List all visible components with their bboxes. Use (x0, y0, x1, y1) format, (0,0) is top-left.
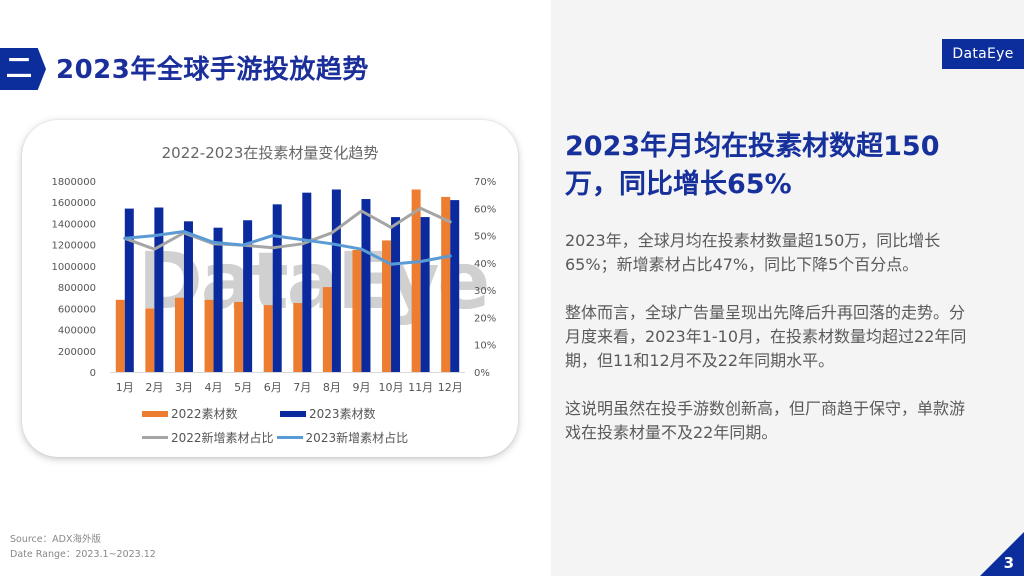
x-tick: 2月 (145, 381, 163, 394)
y-right-tick: 70% (474, 177, 496, 188)
x-tick: 6月 (264, 381, 282, 394)
paragraph-summary: 2023年，全球月均在投素材数量超150万，同比增长65%；新增素材占比47%，… (565, 231, 941, 274)
legend-item-2022-ratio: 2022新增素材占比 (142, 429, 274, 446)
legend-item-2023-count: 2023素材数 (280, 405, 376, 422)
y-right-tick: 30% (474, 286, 496, 297)
legend-swatch-blue-bar (280, 410, 306, 417)
y-left-tick: 1400000 (51, 219, 96, 230)
bar (243, 220, 253, 372)
y-left-tick: 1000000 (51, 262, 96, 273)
dataeye-logo: DataEye (942, 39, 1024, 69)
right-panel (551, 0, 1024, 576)
bar (322, 287, 332, 372)
bar (183, 221, 193, 372)
combo-chart: DataEye 0 200000 400000 600000 800000 1000000 1… (51, 177, 496, 394)
headline-line-2: 万，同比增长65% (565, 169, 792, 200)
section-number: 二 (6, 54, 33, 84)
y-left-tick: 1600000 (51, 198, 96, 209)
x-tick: 10月 (379, 381, 404, 394)
bar (352, 249, 362, 372)
bar (391, 217, 401, 372)
x-tick: 5月 (234, 381, 252, 394)
bar (272, 204, 282, 372)
legend-swatch-gray-line (142, 436, 168, 439)
x-tick: 3月 (175, 381, 193, 394)
bar (420, 217, 430, 372)
x-tick: 12月 (438, 381, 463, 394)
bar (145, 308, 155, 372)
x-tick: 11月 (408, 381, 433, 394)
bar (450, 200, 460, 372)
legend-swatch-orange-bar (142, 410, 168, 417)
line-series (123, 230, 452, 266)
y-right-tick: 50% (474, 232, 496, 243)
y-left-tick: 0 (90, 368, 96, 379)
bar (411, 189, 421, 372)
headline: 2023年月均在投素材数超150 万，同比增长65% (565, 128, 975, 204)
y-left-tick: 1800000 (51, 177, 96, 188)
line-series (123, 206, 452, 251)
bar (154, 207, 164, 372)
paragraph-conclusion: 这说明虽然在投手游数创新高，但厂商趋于保守，单款游戏在投素材量不及22年同期。 (565, 399, 966, 442)
bar (204, 299, 214, 372)
bar (302, 192, 312, 372)
y-right-tick: 20% (474, 313, 496, 324)
x-tick: 1月 (116, 381, 134, 394)
x-tick: 9月 (352, 381, 370, 394)
paragraph-trend: 整体而言，全球广告量呈现出先降后升再回落的走势。分月度来看，2023年1-10月… (565, 303, 967, 370)
bar (293, 303, 303, 372)
x-tick: 7月 (293, 381, 311, 394)
legend-item-2022-count: 2022素材数 (142, 405, 280, 422)
bar (213, 227, 223, 372)
watermark: DataEye (138, 237, 488, 327)
page-number: 3 (1003, 554, 1014, 572)
x-tick: 4月 (205, 381, 223, 394)
y-right-tick: 60% (474, 204, 496, 215)
chart-card: 2022-2023在投素材量变化趋势 DataEye 0 200000 400000 6… (22, 120, 518, 457)
body-text: 2023年，全球月均在投素材数量超150万，同比增长65%；新增素材占比47%，… (565, 229, 980, 469)
y-left-tick: 800000 (58, 283, 96, 294)
date-range-text: Date Range：2023.1~2023.12 (10, 549, 156, 560)
bar (115, 299, 125, 372)
source-text: Source：ADX海外版 (10, 534, 101, 545)
y-left-tick: 200000 (58, 347, 96, 358)
y-left-tick: 400000 (58, 326, 96, 337)
x-tick: 8月 (323, 381, 341, 394)
chart-title: 2022-2023在投素材量变化趋势 (161, 144, 379, 162)
bar (361, 199, 371, 372)
y-right-tick: 0% (474, 368, 490, 379)
legend-item-2023-ratio: 2023新增素材占比 (276, 429, 408, 446)
y-left-tick: 600000 (58, 304, 96, 315)
bar (441, 196, 451, 372)
bar (124, 208, 134, 372)
source-note: Source：ADX海外版 Date Range：2023.1~2023.12 (10, 532, 156, 562)
bar (263, 305, 273, 372)
y-right-tick: 40% (474, 259, 496, 270)
headline-line-1: 2023年月均在投素材数超150 (565, 131, 940, 162)
section-title: 2023年全球手游投放趋势 (56, 55, 369, 85)
legend-swatch-lightblue-line (276, 436, 303, 439)
bar (382, 240, 392, 372)
section-number-badge: 二 (0, 48, 46, 90)
bar (234, 301, 244, 372)
y-right-tick: 10% (474, 341, 496, 352)
bar (331, 189, 341, 372)
y-left-tick: 1200000 (51, 241, 96, 252)
bar (174, 297, 184, 372)
